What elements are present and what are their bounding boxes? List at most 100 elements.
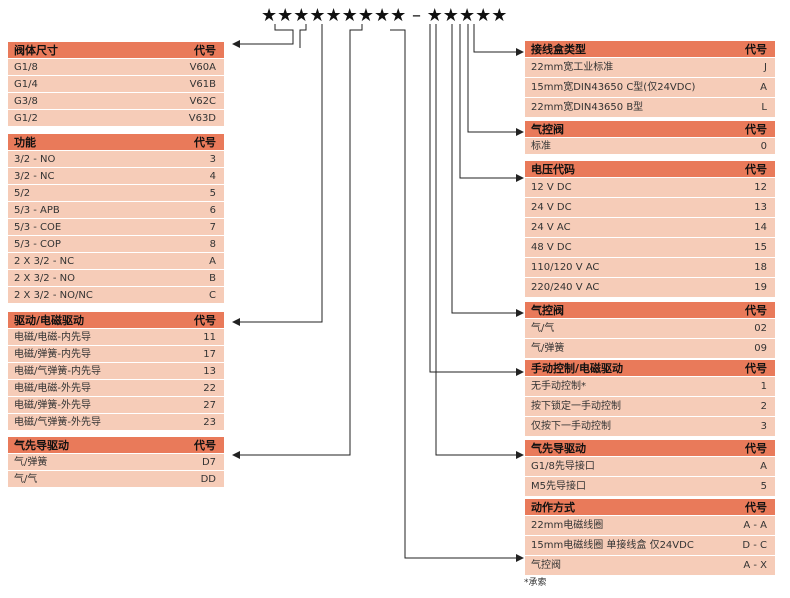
option-label: 电磁/气弹簧-内先导 [14,366,101,377]
table-row: 标准 0 [525,138,775,155]
table-row: 15mm宽DIN43650 C型(仅24VDC) A [525,78,775,98]
table-row: 电磁/气弹簧-外先导 23 [8,414,224,431]
table-row: 气控阀 A - X [525,556,775,576]
table-header: 功能 代号 [8,134,224,151]
table-title: 手动控制/电磁驱动 [531,362,624,375]
table-row: 15mm电磁线圈 单接线盒 仅24VDC D - C [525,536,775,556]
option-code: DD [200,474,216,485]
option-code: A [760,461,767,472]
option-label: 5/3 - COE [14,222,62,233]
option-label: 无手动控制* [531,381,586,392]
table-row: 电磁/电磁-外先导 22 [8,380,224,397]
code-header: 代号 [745,501,767,514]
table-row: 仅按下一手动控制 3 [525,417,775,437]
option-label: 110/120 V AC [531,262,600,273]
table-row: 3/2 - NO 3 [8,151,224,168]
table-row: 24 V AC 14 [525,218,775,238]
table-title: 电压代码 [531,163,575,176]
table-row: G1/8 V60A [8,59,224,76]
table-row: 22mm宽DIN43650 B型 L [525,98,775,118]
table-row: 2 X 3/2 - NO B [8,270,224,287]
table-row: 5/2 5 [8,185,224,202]
code-header: 代号 [194,314,216,327]
table-row: 5/3 - APB 6 [8,202,224,219]
option-label: G1/8 [14,62,38,73]
option-code: 23 [203,417,216,428]
table-header: 动作方式 代号 [525,499,775,516]
table-title: 气控阀 [531,123,564,136]
table-row: 5/3 - COP 8 [8,236,224,253]
arrow-junction [516,48,524,56]
option-code: 1 [760,381,767,392]
table-row: G1/8先导接口 A [525,457,775,477]
table-title: 气控阀 [531,304,564,317]
right-table-3: 气控阀 代号 气/气 02 气/弹簧 09 [525,302,775,359]
table-row: G1/2 V63D [8,110,224,127]
option-code: D7 [201,457,216,468]
line-drive [238,24,323,323]
option-label: 电磁/弹簧-内先导 [14,349,91,360]
left-table-3: 气先导驱动 代号 气/弹簧 D7 气/气 DD [8,437,224,488]
left-table-1: 功能 代号 3/2 - NO 3 3/2 - NC 4 5/2 5 5/3 - APB 6 5/3 … [8,134,224,304]
code-header: 代号 [194,136,216,149]
table-header: 气控阀 代号 [525,121,775,138]
option-label: 15mm宽DIN43650 C型(仅24VDC) [531,82,696,93]
left-table-0: 阀体尺寸 代号 G1/8 V60A G1/4 V61B G3/8 V62C G1/2 V63D [8,42,224,127]
option-label: M5先导接口 [531,481,586,492]
option-label: 2 X 3/2 - NC [14,256,75,267]
option-code: 0 [760,141,767,152]
table-row: 5/3 - COE 7 [8,219,224,236]
option-code: 17 [203,349,216,360]
option-code: 2 [760,401,767,412]
option-label: G3/8 [14,96,38,107]
table-row: 按下锁定一手动控制 2 [525,397,775,417]
arrow-air-valve [516,128,524,136]
option-code: A [209,256,216,267]
arrow-body-size [232,40,240,48]
option-label: 15mm电磁线圈 单接线盒 仅24VDC [531,540,694,551]
option-code: J [764,62,767,73]
option-code: 14 [754,222,767,233]
table-row: 22mm宽工业标准 J [525,58,775,78]
arrow-pilot-right [516,451,524,459]
arrow-drive [232,318,240,326]
table-title: 驱动/电磁驱动 [14,314,85,327]
option-label: 22mm宽工业标准 [531,62,614,73]
option-code: 19 [754,282,767,293]
table-row: 无手动控制* 1 [525,377,775,397]
table-row: 气/气 DD [8,471,224,488]
arrow-air-valve-2 [516,309,524,317]
option-label: 气/弹簧 [14,457,48,468]
option-label: 电磁/弹簧-外先导 [14,400,91,411]
table-header: 阀体尺寸 代号 [8,42,224,59]
table-header: 气先导驱动 代号 [525,440,775,457]
option-label: 按下锁定一手动控制 [531,401,621,412]
code-header: 代号 [745,442,767,455]
option-label: 3/2 - NC [14,171,55,182]
table-header: 驱动/电磁驱动 代号 [8,312,224,329]
arrow-pilot [232,451,240,459]
option-code: L [761,102,767,113]
option-code: 4 [209,171,216,182]
option-code: V62C [189,96,216,107]
option-label: 气/弹簧 [531,343,565,354]
code-header: 代号 [745,362,767,375]
table-header: 手动控制/电磁驱动 代号 [525,360,775,377]
option-label: 22mm宽DIN43650 B型 [531,102,644,113]
table-row: 220/240 V AC 19 [525,278,775,298]
table-row: 气/弹簧 09 [525,339,775,359]
option-label: 气控阀 [531,560,561,571]
option-code: C [209,290,216,301]
option-code: 11 [203,332,216,343]
table-row: G3/8 V62C [8,93,224,110]
right-table-5: 气先导驱动 代号 G1/8先导接口 A M5先导接口 5 [525,440,775,497]
option-code: 18 [754,262,767,273]
option-code: A [760,82,767,93]
table-row: 气/气 02 [525,319,775,339]
table-row: 电磁/弹簧-外先导 27 [8,397,224,414]
table-header: 电压代码 代号 [525,161,775,178]
option-code: V63D [188,113,216,124]
right-table-6: 动作方式 代号 22mm电磁线圈 A - A 15mm电磁线圈 单接线盒 仅24VDC D… [525,499,775,576]
option-label: 22mm电磁线圈 [531,520,604,531]
table-title: 接线盒类型 [531,43,586,56]
